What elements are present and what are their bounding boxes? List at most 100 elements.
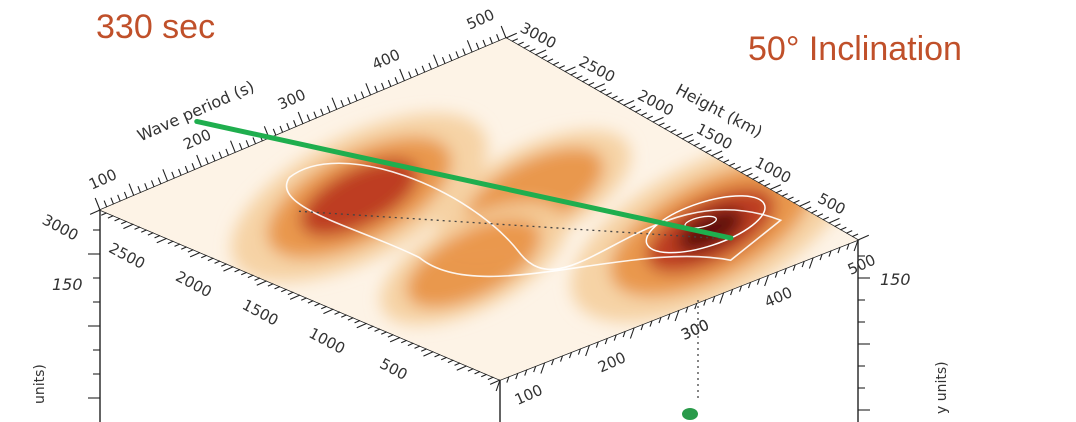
left-axis-tick-31 [300,297,307,301]
front-axis-tick-23 [703,299,707,306]
left-tick-label-0: 500 [377,355,411,384]
left-axis-tick-9 [154,234,161,239]
left-axis-tick-43 [380,331,387,335]
height-axis-tick-52 [552,61,560,66]
period-axis-tick-31 [306,114,311,122]
height-axis-tick-50 [564,66,576,73]
height-axis-tick-47 [582,78,589,83]
period-axis-tick-30 [297,111,304,125]
height-axis-tick-0 [857,234,870,241]
front-axis-tick-25 [719,292,725,304]
left-axis-tick-52 [440,356,447,361]
height-axis-tick-2 [846,230,853,234]
height-axis-tick-14 [775,189,783,194]
front-axis-tick-33 [792,264,796,271]
front-axis-tick-32 [783,267,787,275]
period-axis-tick-58 [489,36,493,44]
front-tick-label-3: 300 [678,316,711,344]
front-axis-tick-29 [756,278,761,285]
period-axis-tick-10 [162,169,169,182]
height-axis-tick-25 [711,150,723,157]
front-axis-tick-34 [801,260,805,268]
front-axis-tick-12 [604,337,608,345]
height-axis-tick-28 [693,142,700,147]
front-axis-tick-40 [853,239,859,252]
front-axis-tick-30 [764,274,770,287]
period-axis-tick-16 [205,157,209,165]
left-axis-tick-45 [389,336,401,343]
left-axis-tick-32 [307,300,314,304]
height-axis-tick-16 [763,182,771,187]
height-axis-tick-44 [599,88,607,93]
height-axis-tick-40 [623,100,635,106]
period-axis-tick-36 [340,99,345,108]
period-axis-tick-49 [428,62,433,70]
front-axis-tick-17 [649,320,653,327]
left-axis-tick-35 [323,308,334,315]
left-axis-tick-33 [314,302,321,307]
period-axis-tick-35 [331,97,338,110]
period-axis-tick-20 [230,140,236,153]
left-tick-label-2: 1500 [239,296,281,330]
period-axis-tick-14 [191,163,196,171]
right-side-tick-label: 150 [880,270,911,289]
period-axis-tick-29 [293,120,297,128]
period-axis-tick-52 [448,54,453,62]
left-axis-tick-11 [167,240,174,245]
height-axis-tick-46 [587,81,595,86]
period-tick-label-1: 200 [181,125,214,153]
height-axis-tick-57 [523,44,530,49]
front-axis-tick-11 [595,341,599,348]
inclination-annotation: 50° Inclination [748,30,962,68]
left-axis-tick-4 [120,220,127,225]
height-axis-tick-8 [810,209,818,214]
height-axis-tick-34 [658,122,665,127]
front-axis-tick-38 [837,246,841,254]
green-marker-blob [682,408,698,420]
front-axis-tick-2 [515,372,519,380]
period-axis-tick-19 [225,148,230,156]
period-axis-tick-41 [374,85,378,93]
front-axis-tick-36 [819,253,823,261]
front-axis-tick-7 [560,355,564,362]
front-axis-tick-0 [495,379,501,392]
period-axis-tick-55 [466,40,473,53]
height-axis-tick-15 [769,184,782,191]
left-axis-tick-20 [223,266,234,272]
period-axis-tick-9 [157,177,162,185]
left-axis-tick-39 [354,319,361,324]
left-axis-tick-26 [267,283,274,287]
period-axis-tick-32 [313,111,318,119]
period-axis-tick-59 [496,34,500,42]
height-axis-tick-48 [576,75,583,79]
front-axis-tick-15 [629,327,635,339]
period-axis-tick-3 [117,194,121,202]
height-axis-tick-13 [781,193,788,197]
height-axis-tick-5 [828,217,840,224]
height-axis-tick-59 [511,38,519,42]
height-axis-tick-30 [681,133,694,140]
left-axis-tick-29 [287,291,294,296]
period-axis-tick-56 [475,42,480,50]
period-axis-tick-38 [353,94,358,102]
period-axis-tick-2 [110,197,115,205]
period-axis-tick-0 [94,197,101,211]
front-axis-tick-4 [533,365,537,373]
height-axis-tick-37 [640,112,648,116]
left-axis-tick-40 [356,322,367,329]
left-axis-tick-3 [114,217,121,222]
left-axis-tick-0 [89,209,101,215]
left-axis-tick-54 [454,362,461,366]
heat-blob-3-1 [406,219,541,308]
period-axis-tick-47 [414,68,419,76]
left-vertical-label: units) [32,364,48,404]
period-tick-label-3: 400 [369,45,402,73]
left-axis-tick-37 [340,314,347,318]
heat-blob-0-2 [300,158,419,237]
height-axis-tick-58 [517,41,524,46]
height-axis-tick-21 [734,166,741,170]
left-axis-tick-27 [274,285,281,290]
period-axis-tick-44 [394,77,399,85]
period-axis-tick-60 [500,25,507,39]
